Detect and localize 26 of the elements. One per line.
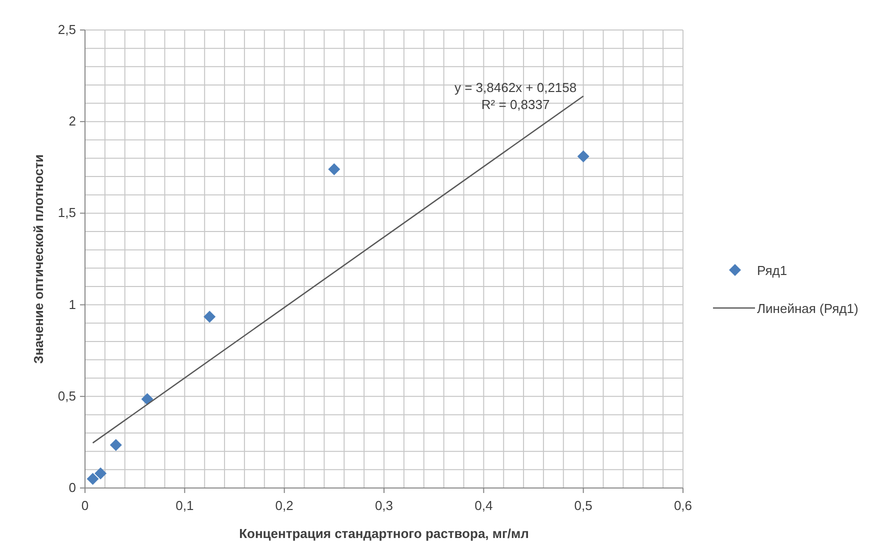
legend-label: Линейная (Ряд1) xyxy=(757,301,858,316)
legend-label: Ряд1 xyxy=(757,263,788,278)
point xyxy=(86,472,99,485)
point xyxy=(141,393,154,406)
y-tick-label: 2,5 xyxy=(58,22,76,37)
x-tick-label: 0,5 xyxy=(574,498,592,513)
y-tick-label: 0 xyxy=(68,480,76,495)
x-tick-label: 0,2 xyxy=(275,498,294,513)
x-tick-label: 0,6 xyxy=(674,498,692,513)
point xyxy=(577,150,590,162)
point xyxy=(204,310,216,323)
point xyxy=(94,467,107,480)
y-tick-label: 0,5 xyxy=(58,388,76,404)
y-tick-label: 1,5 xyxy=(58,205,76,220)
y-axis-title: Значение оптической плотности xyxy=(31,154,46,364)
x-tick-label: 0,1 xyxy=(176,498,194,513)
x-tick-label: 0 xyxy=(81,498,89,513)
x-tick-label: 0,4 xyxy=(474,498,493,513)
annotation: R² = 0,8337 xyxy=(481,97,550,112)
point xyxy=(328,163,340,176)
x-tick-label: 0,3 xyxy=(374,498,394,513)
y-tick-label: 1 xyxy=(68,296,76,312)
x-axis-title: Концентрация стандартного раствора, мг/мл xyxy=(239,526,529,541)
point xyxy=(110,438,122,451)
annotation: y = 3,8462x + 0,2158 xyxy=(454,80,577,95)
y-tick-label: 2 xyxy=(68,114,76,129)
